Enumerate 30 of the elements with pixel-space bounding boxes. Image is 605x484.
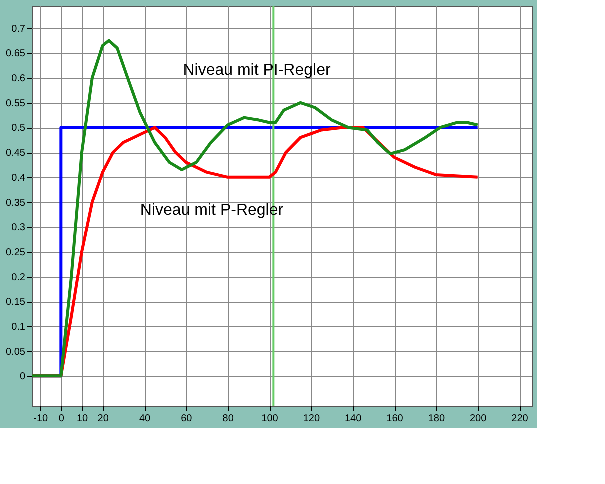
y-tick-label: 0.05 <box>6 346 26 358</box>
y-tick-label: 0.5 <box>12 123 26 134</box>
y-tick-label: 0.25 <box>6 247 26 258</box>
y-tick-label: 0.7 <box>12 24 26 35</box>
x-tick-label: 160 <box>386 414 404 424</box>
y-tick-label: 0.55 <box>6 98 26 110</box>
x-tick-label: -10 <box>34 414 48 424</box>
x-tick-label: 80 <box>222 414 234 424</box>
x-tick-label: 220 <box>512 414 529 424</box>
x-tick-label: 20 <box>98 414 110 424</box>
y-tick-label: 0.65 <box>6 48 26 60</box>
y-tick-label: 0.6 <box>12 74 26 85</box>
y-tick-label: 0.45 <box>6 148 26 160</box>
y-tick-label: 0.3 <box>12 222 26 234</box>
y-tick-label: 0.4 <box>12 172 26 184</box>
x-tick-label: 10 <box>76 414 88 424</box>
x-tick-label: 180 <box>428 414 446 424</box>
y-tick-label: 0.15 <box>6 297 26 308</box>
x-tick-label: 120 <box>303 414 320 424</box>
y-tick-label: 0.1 <box>12 322 26 333</box>
x-tick-label: 60 <box>181 414 193 424</box>
y-tick-label: 0 <box>20 372 26 383</box>
x-tick-label: 100 <box>262 414 279 424</box>
line-series <box>30 39 480 378</box>
y-tick-label: 0.35 <box>6 198 26 209</box>
x-tick-label: 0 <box>58 414 65 424</box>
x-tick-label: 200 <box>470 414 488 424</box>
x-tick-label: 40 <box>139 414 151 424</box>
y-tick-label: 0.2 <box>12 272 26 284</box>
x-tick-label: 140 <box>344 414 362 424</box>
